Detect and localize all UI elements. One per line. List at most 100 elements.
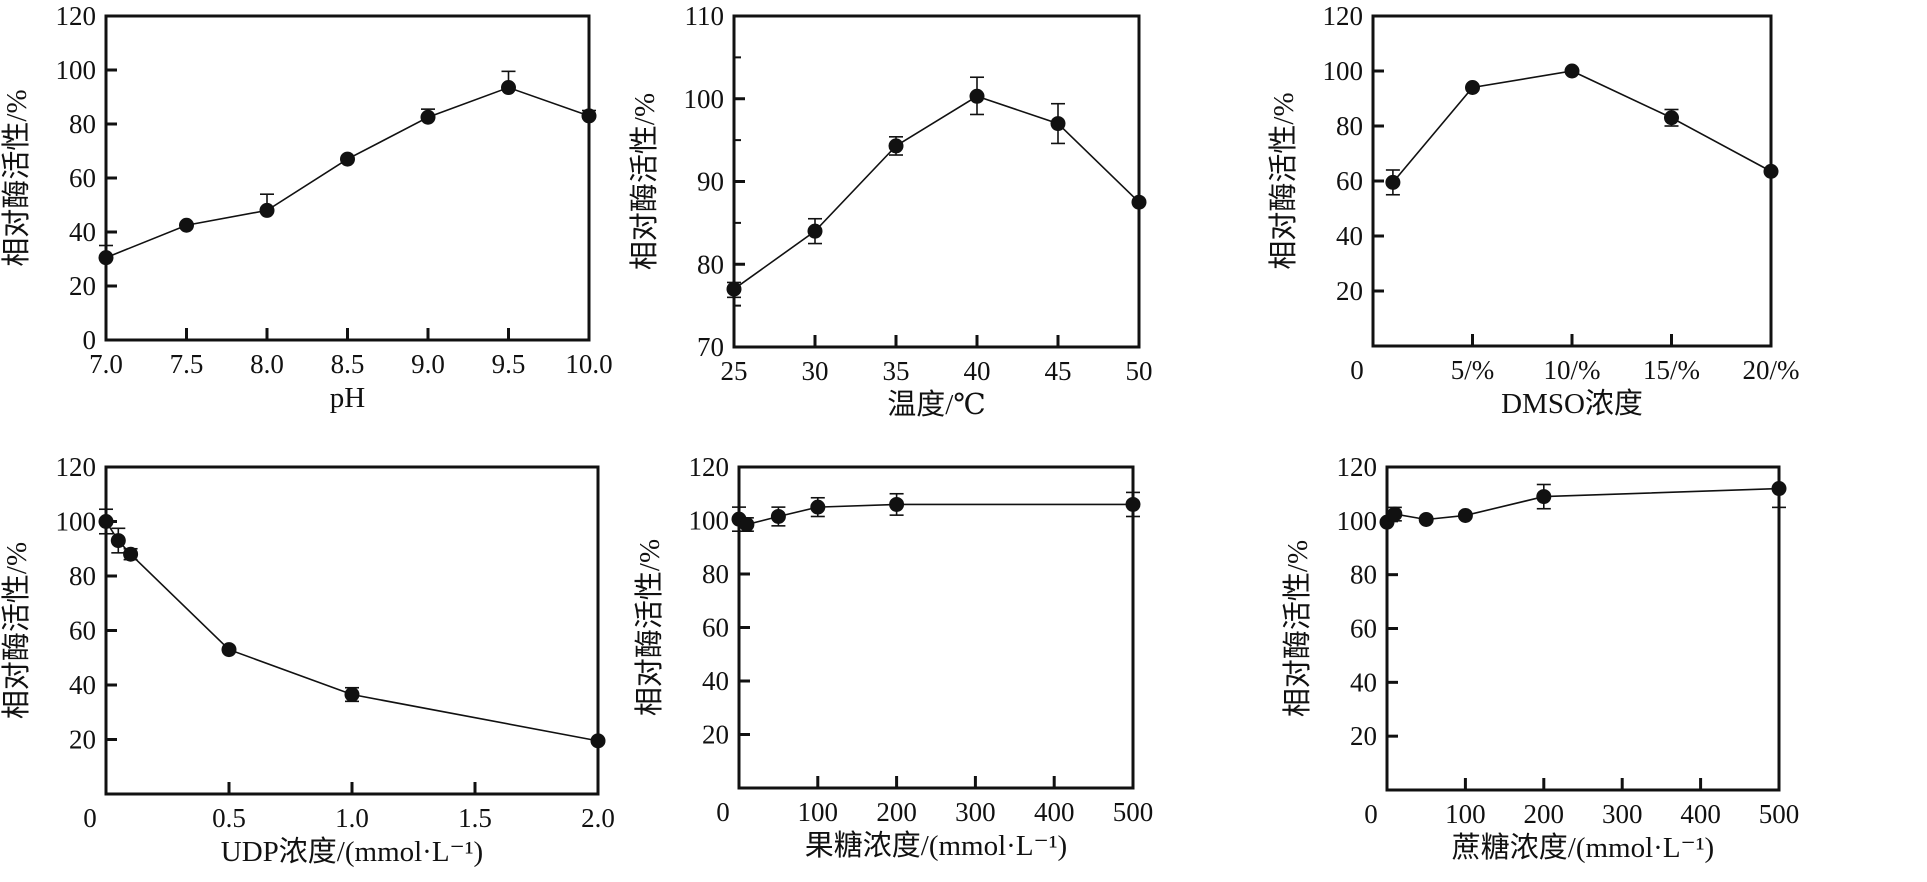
y-tick-label: 20	[69, 271, 96, 301]
y-tick-label: 80	[69, 561, 96, 591]
x-axis-label: DMSO浓度	[1501, 387, 1643, 420]
data-point	[770, 508, 786, 524]
x-tick-label: 15/%	[1643, 355, 1700, 385]
x-tick-label: 7.5	[170, 349, 204, 379]
x-tick-label: 45	[1045, 356, 1072, 386]
x-axis-label: UDP浓度/(mmol·L⁻¹)	[221, 835, 483, 868]
x-tick-label: 0.5	[212, 803, 246, 833]
x-tick-label: 30	[802, 356, 829, 386]
y-tick-label: 60	[69, 163, 96, 193]
plot-frame	[1385, 465, 1781, 792]
data-point	[110, 533, 126, 549]
x-tick-label: 10.0	[565, 349, 612, 379]
data-point	[1771, 481, 1787, 497]
plot-frame	[737, 465, 1135, 790]
series-line	[1386, 487, 1780, 523]
y-tick-label: 60	[69, 616, 96, 646]
x-tick-label: 50	[1126, 356, 1153, 386]
data-point	[1131, 194, 1147, 210]
y-tick-label: 100	[684, 84, 725, 114]
y-tick-label: 110	[685, 1, 725, 31]
data-point	[98, 250, 114, 266]
y-tick-label: 100	[56, 507, 97, 537]
origin-label: 0	[716, 797, 730, 827]
plot-frame	[732, 14, 1141, 349]
y-tick-label: 40	[1350, 667, 1377, 697]
chart-panel-5: 20 40 60 80 100 120 100 200 300 400 500 0 果糖浓度/(mmol…	[633, 452, 1153, 862]
x-tick-label: 500	[1113, 797, 1154, 827]
y-tick-label: 20	[702, 720, 729, 750]
data-point	[1763, 163, 1779, 179]
x-axis-label: 温度/℃	[887, 388, 986, 421]
x-tick-label: 25	[721, 356, 748, 386]
series-line	[738, 503, 1133, 526]
x-tick-label: 8.0	[250, 349, 284, 379]
x-tick-label: 1.0	[335, 803, 369, 833]
data-point	[807, 223, 823, 239]
y-tick-label: 60	[702, 613, 729, 643]
x-tick-label: 500	[1759, 799, 1800, 829]
y-tick-label: 120	[689, 452, 730, 482]
data-point	[179, 217, 194, 233]
y-axis-label: 相对酶活性/%	[628, 93, 661, 270]
x-axis-label: pH	[330, 382, 366, 414]
x-tick-label: 7.0	[89, 349, 123, 379]
x-tick-label: 8.5	[331, 349, 365, 379]
chart-panel-3: 20 40 60 80 100 120 5/% 10/% 15/% 20/% 0 DMSO浓度 相对酶活…	[1267, 1, 1800, 420]
data-point	[344, 687, 360, 703]
data-point	[810, 499, 826, 515]
y-axis-label: 相对酶活性/%	[0, 542, 33, 719]
y-tick-label: 40	[1336, 221, 1363, 251]
y-tick-label: 100	[1337, 506, 1378, 536]
plot-frame	[104, 465, 600, 796]
chart-panel-4: 20 40 60 80 100 120 0.5 1.0 1.5 2.0 0 UDP浓度/(mmol·L…	[0, 452, 615, 868]
data-point	[1050, 116, 1066, 132]
y-tick-label: 20	[1350, 721, 1377, 751]
data-point	[1418, 511, 1434, 527]
y-tick-label: 120	[56, 1, 97, 31]
y-axis-label: 相对酶活性/%	[1281, 540, 1314, 717]
y-tick-label: 20	[1336, 276, 1363, 306]
origin-label: 0	[83, 803, 97, 833]
series-line	[105, 86, 590, 259]
x-tick-label: 200	[876, 797, 917, 827]
data-point	[889, 496, 905, 512]
data-point	[1125, 496, 1141, 512]
series-line	[733, 95, 1140, 290]
y-tick-label: 0	[83, 325, 97, 355]
y-tick-label: 20	[69, 725, 96, 755]
chart-panel-1: 0 20 40 60 80 100 120 7.0 7.5 8.0 8.5 9.0 9.5 10.0 pH 相…	[0, 1, 613, 414]
data-point	[581, 108, 597, 124]
x-tick-label: 100	[798, 797, 839, 827]
y-axis-label: 相对酶活性/%	[0, 89, 33, 266]
y-tick-label: 80	[69, 109, 96, 139]
data-point	[123, 546, 139, 562]
data-point	[1465, 80, 1480, 95]
data-point	[1664, 110, 1679, 126]
data-point	[259, 202, 275, 218]
data-point	[969, 88, 985, 104]
y-tick-label: 60	[1336, 166, 1363, 196]
data-point	[221, 642, 237, 658]
y-tick-label: 80	[697, 249, 724, 279]
y-tick-label: 60	[1350, 614, 1377, 644]
x-axis-label: 果糖浓度/(mmol·L⁻¹)	[805, 829, 1067, 862]
x-tick-label: 20/%	[1743, 355, 1800, 385]
y-tick-label: 80	[702, 559, 729, 589]
y-tick-label: 80	[1336, 111, 1363, 141]
data-point	[1387, 506, 1403, 522]
data-point	[888, 138, 904, 154]
y-tick-label: 100	[1323, 56, 1364, 86]
x-tick-label: 300	[1602, 799, 1643, 829]
x-tick-label: 1.5	[458, 803, 492, 833]
chart-panel-6: 20 40 60 80 100 120 100 200 300 400 500 0 蔗糖浓度/(mmol…	[1281, 452, 1799, 864]
x-tick-label: 40	[964, 356, 991, 386]
y-tick-label: 90	[697, 167, 724, 197]
data-point	[501, 80, 516, 96]
data-point	[1536, 489, 1552, 505]
y-axis-label: 相对酶活性/%	[1267, 92, 1300, 269]
x-tick-label: 35	[883, 356, 910, 386]
x-tick-label: 10/%	[1544, 355, 1601, 385]
data-point	[420, 109, 436, 125]
